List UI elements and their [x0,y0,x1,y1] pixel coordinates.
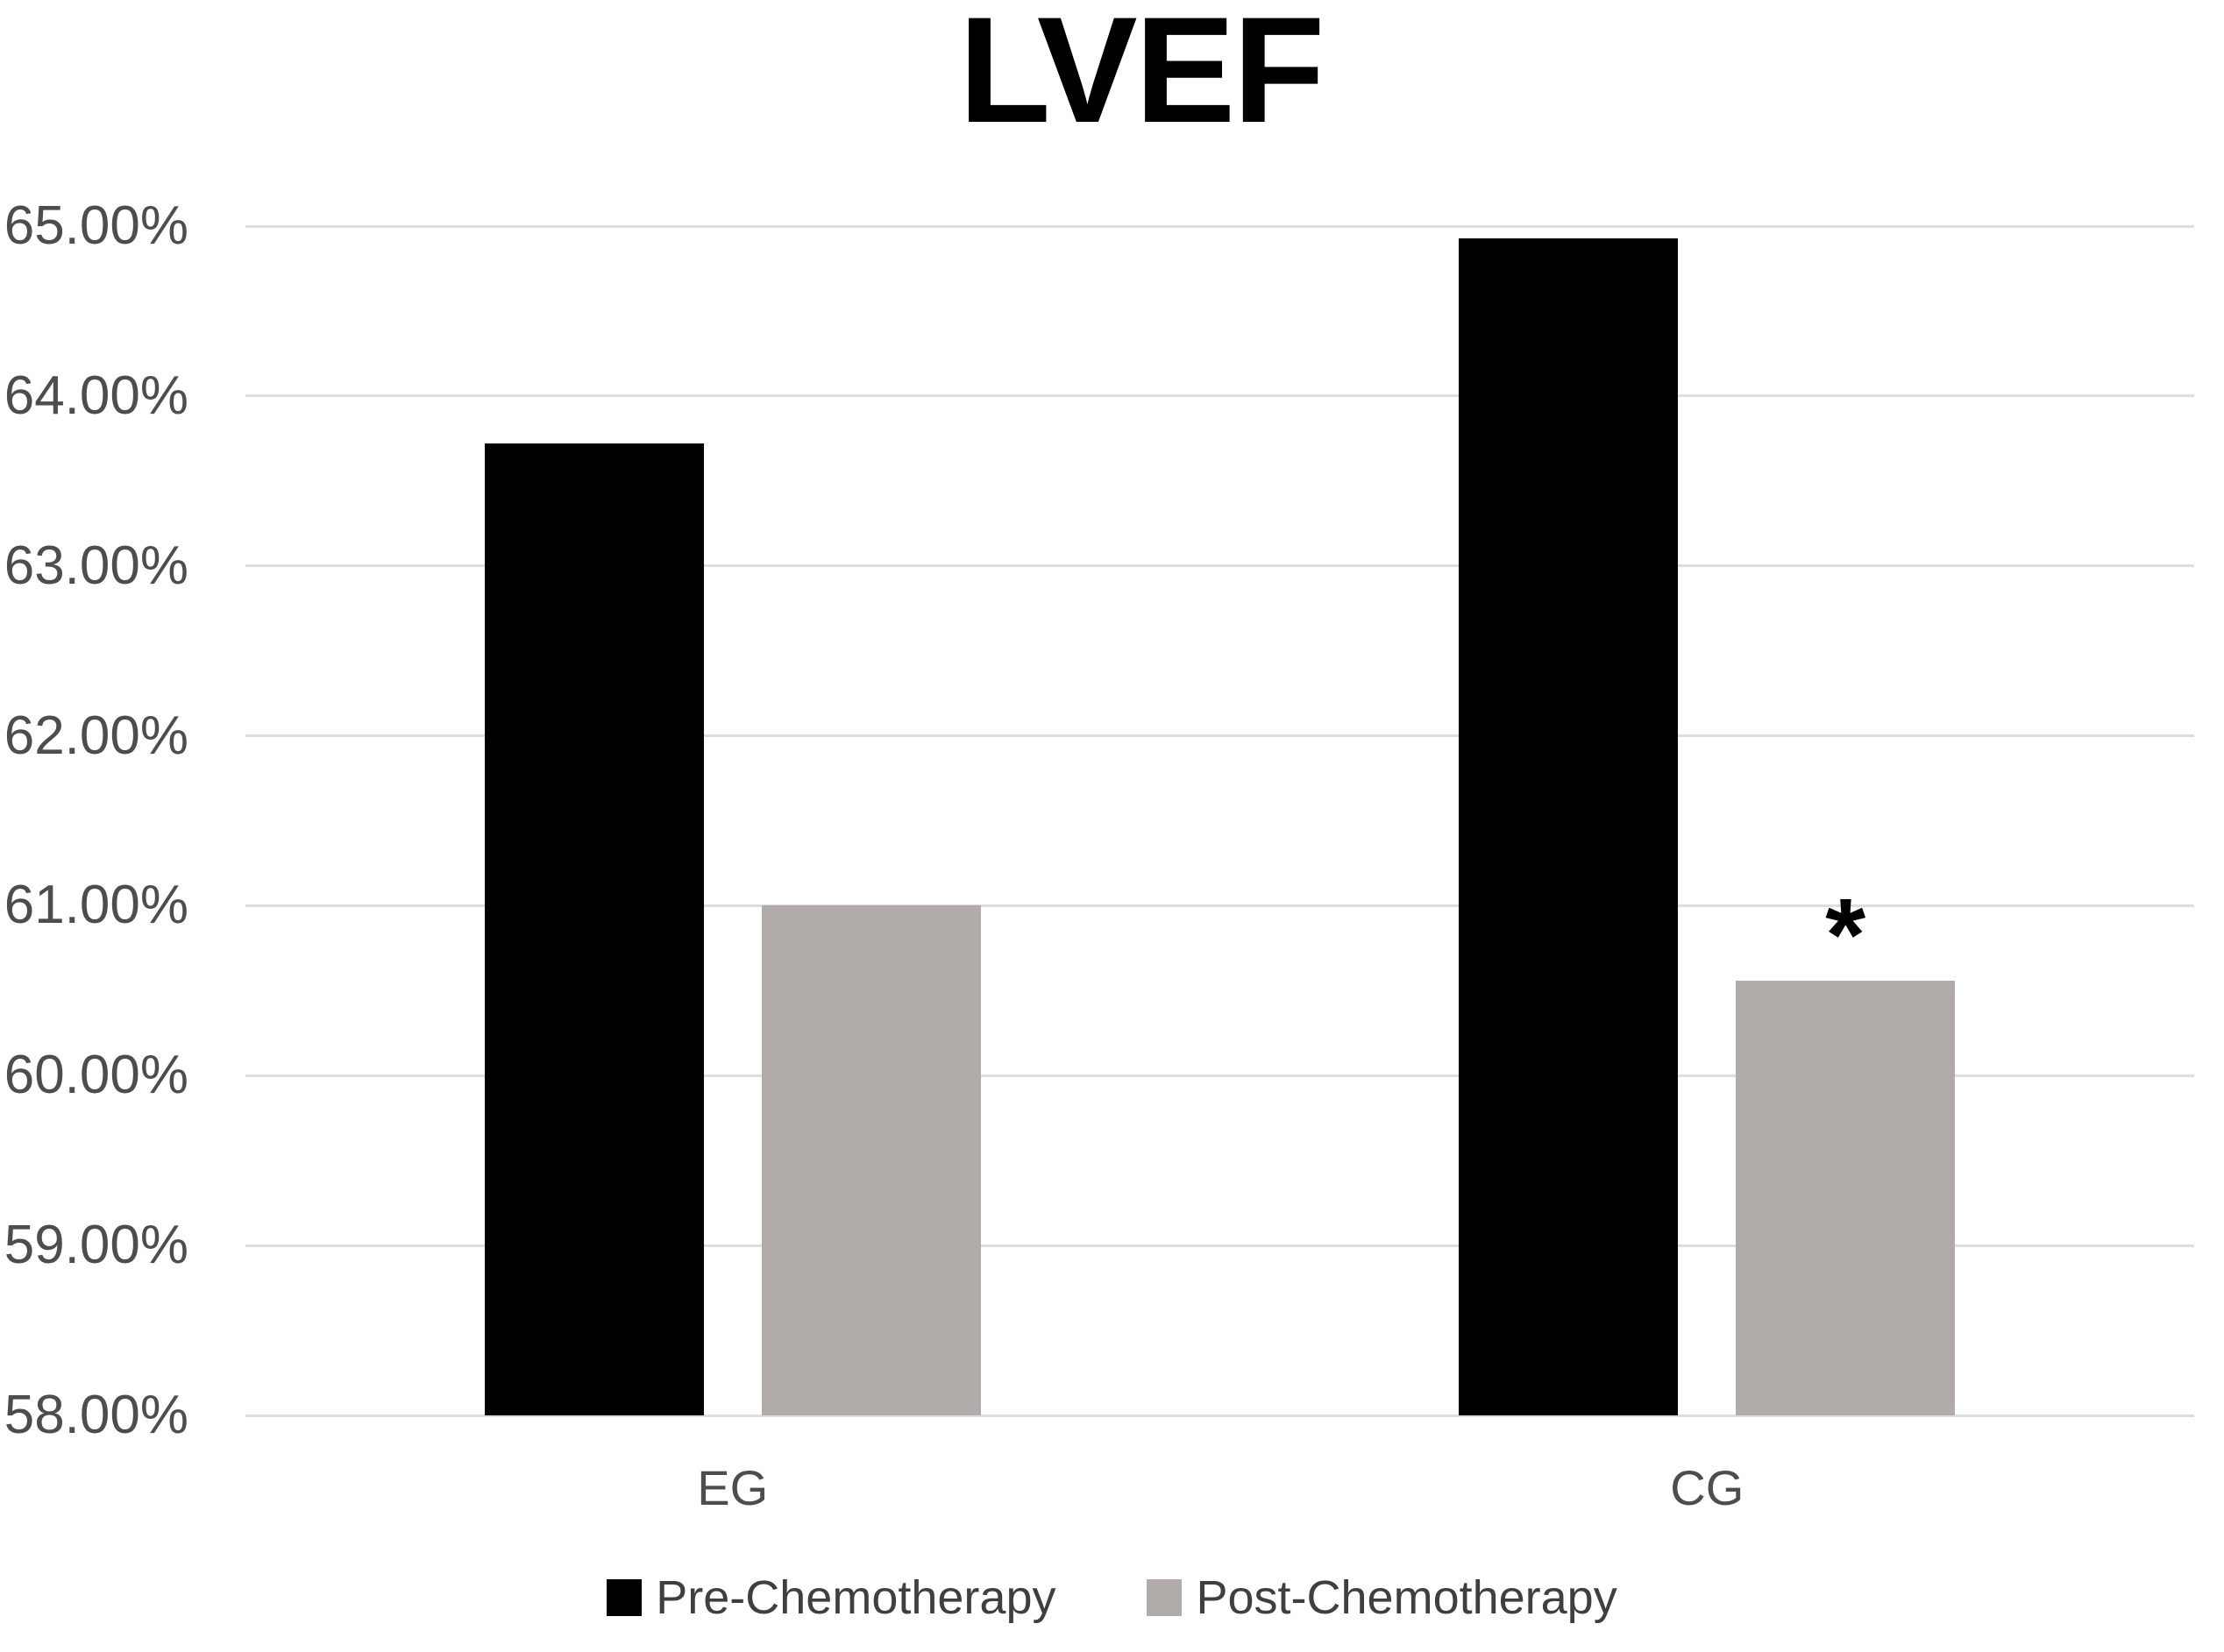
y-tick-label: 58.00% [4,1385,188,1445]
x-category-label-eg: EG [697,1460,769,1515]
gridline [245,904,2194,907]
bar-eg-pre-chemotherapy [484,443,704,1415]
y-tick-label: 63.00% [4,535,188,596]
bar-cg-pre-chemotherapy [1459,238,1679,1415]
y-tick-label: 59.00% [4,1215,188,1276]
legend-item-post-chemotherapy: Post-Chemotherapy [1147,1570,1617,1625]
legend-swatch-post-chemotherapy [1147,1579,1183,1616]
legend-item-pre-chemotherapy: Pre-Chemotherapy [607,1570,1055,1625]
y-tick-label: 64.00% [4,365,188,426]
gridline [245,734,2194,738]
gridline [245,224,2194,228]
gridline [245,564,2194,568]
legend-label-post-chemotherapy: Post-Chemotherapy [1196,1571,1617,1624]
gridline [245,1074,2194,1077]
gridline [245,394,2194,398]
gridline [245,1414,2194,1417]
plot-area [245,224,2194,1417]
y-tick-label: 60.00% [4,1045,188,1106]
y-tick-label: 62.00% [4,705,188,766]
legend-swatch-pre-chemotherapy [607,1579,643,1616]
legend-label-pre-chemotherapy: Pre-Chemotherapy [656,1571,1056,1624]
y-tick-label: 65.00% [4,195,188,256]
bar-cg-post-chemotherapy [1736,980,1956,1415]
gridline [245,1244,2194,1247]
legend: Pre-Chemotherapy Post-Chemotherapy [0,1567,2224,1628]
chart-title: LVEF [958,0,1325,154]
x-category-label-cg: CG [1670,1460,1744,1515]
significance-asterisk: * [1825,876,1866,993]
y-tick-label: 61.00% [4,875,188,936]
bar-eg-post-chemotherapy [761,905,981,1415]
